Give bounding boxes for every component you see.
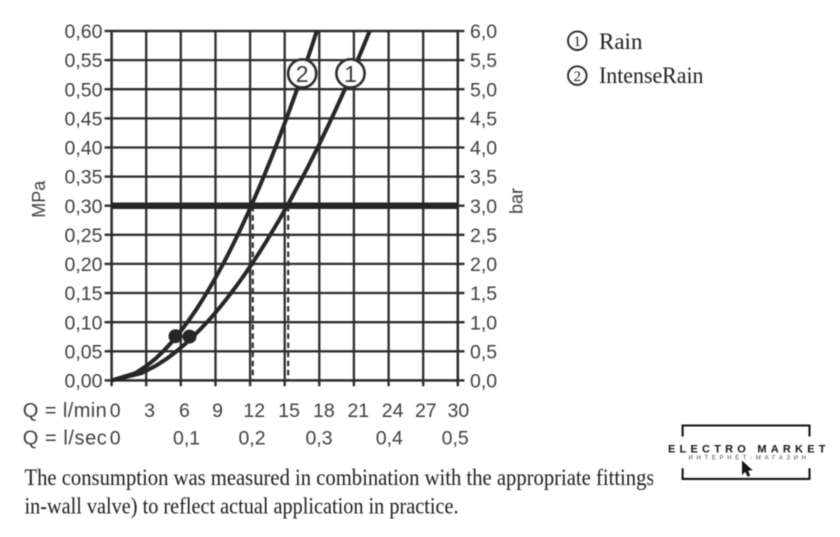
svg-text:0,55: 0,55 <box>65 50 103 72</box>
svg-text:IntenseRain: IntenseRain <box>599 63 704 88</box>
svg-text:15: 15 <box>278 400 300 422</box>
svg-text:3: 3 <box>144 400 155 422</box>
svg-text:0,5: 0,5 <box>442 428 469 450</box>
svg-text:0,5: 0,5 <box>470 341 497 363</box>
svg-text:0,30: 0,30 <box>65 196 103 218</box>
svg-text:2,0: 2,0 <box>470 254 497 276</box>
svg-text:1: 1 <box>344 61 357 87</box>
svg-text:bar: bar <box>507 188 527 214</box>
svg-text:0,3: 0,3 <box>305 428 332 450</box>
svg-text:0,0: 0,0 <box>470 371 497 393</box>
svg-text:0,1: 0,1 <box>173 428 200 450</box>
svg-text:9: 9 <box>212 400 223 422</box>
svg-text:0,20: 0,20 <box>65 254 103 276</box>
svg-text:0: 0 <box>110 400 121 422</box>
svg-text:1: 1 <box>574 34 582 50</box>
svg-text:0,4: 0,4 <box>376 428 403 450</box>
svg-text:3,0: 3,0 <box>470 196 497 218</box>
svg-text:0,60: 0,60 <box>65 21 103 43</box>
svg-text:3,5: 3,5 <box>470 167 497 189</box>
svg-text:0,40: 0,40 <box>65 138 103 160</box>
svg-text:27: 27 <box>415 400 437 422</box>
svg-text:0,50: 0,50 <box>65 79 103 101</box>
svg-text:24: 24 <box>382 400 404 422</box>
svg-text:2,5: 2,5 <box>470 225 497 247</box>
svg-text:4,5: 4,5 <box>470 109 497 131</box>
svg-text:MPa: MPa <box>29 180 49 218</box>
svg-text:6: 6 <box>179 400 190 422</box>
svg-text:0,45: 0,45 <box>65 109 103 131</box>
svg-text:2: 2 <box>296 61 309 87</box>
svg-text:1,0: 1,0 <box>470 312 497 334</box>
svg-text:4,0: 4,0 <box>470 138 497 160</box>
svg-text:5,5: 5,5 <box>470 50 497 72</box>
svg-text:6,0: 6,0 <box>470 21 497 43</box>
svg-text:0,35: 0,35 <box>65 167 103 189</box>
svg-text:in-wall valve) to reflect actu: in-wall valve) to reflect actual applica… <box>25 493 459 518</box>
svg-text:0: 0 <box>110 428 121 450</box>
svg-text:0,2: 0,2 <box>238 428 265 450</box>
svg-text:0,10: 0,10 <box>65 312 103 334</box>
svg-text:21: 21 <box>347 400 369 422</box>
svg-text:0,00: 0,00 <box>65 371 103 393</box>
svg-text:5,0: 5,0 <box>470 79 497 101</box>
svg-text:Q = l/sec: Q = l/sec <box>23 428 107 450</box>
svg-text:0,25: 0,25 <box>65 225 103 247</box>
svg-text:The consumption was measured i: The consumption was measured in combinat… <box>25 465 667 490</box>
svg-text:0,05: 0,05 <box>65 341 103 363</box>
svg-text:2: 2 <box>574 69 582 85</box>
svg-text:18: 18 <box>313 400 335 422</box>
svg-text:0,15: 0,15 <box>65 283 103 305</box>
svg-text:30: 30 <box>448 400 470 422</box>
svg-text:12: 12 <box>243 400 265 422</box>
svg-text:Rain: Rain <box>599 29 643 54</box>
svg-text:1,5: 1,5 <box>470 283 497 305</box>
svg-text:Q = l/min: Q = l/min <box>23 400 107 422</box>
